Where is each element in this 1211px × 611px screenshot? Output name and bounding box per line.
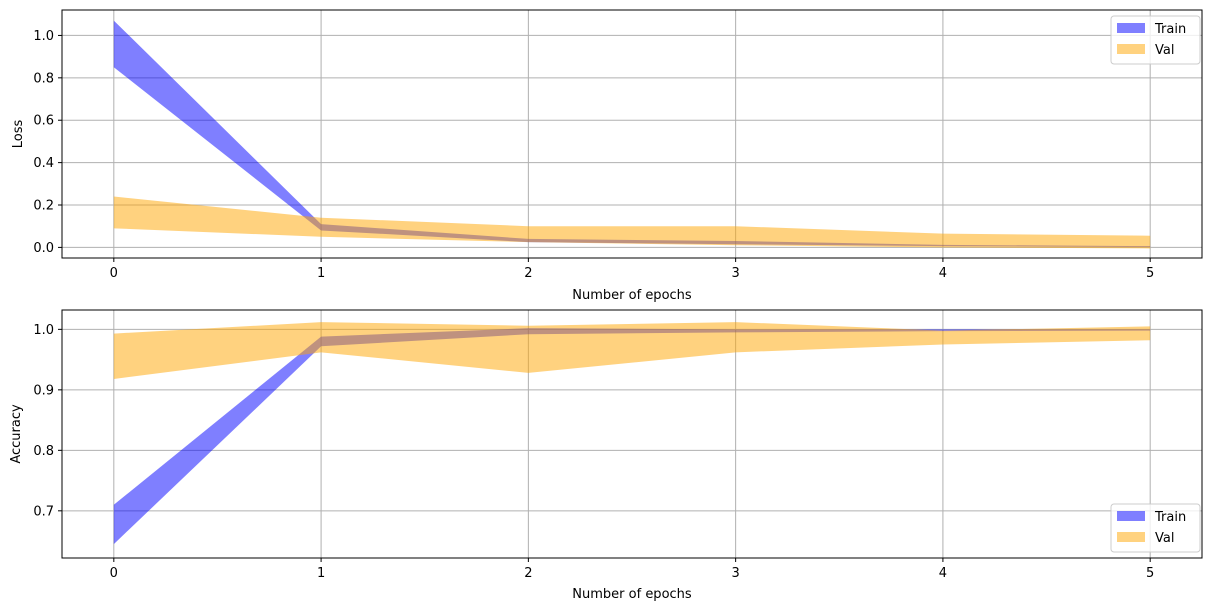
legend-swatch-train	[1117, 23, 1145, 33]
x-tick-label: 4	[939, 266, 947, 281]
legend: Train Val	[1110, 503, 1201, 553]
x-tick-label: 5	[1146, 566, 1154, 581]
y-tick-label: 0.9	[33, 383, 54, 398]
loss-chart: 0 1 2 3 4 5 0.0 0.2 0.4 0.6 0.8 1.0 Number of epochs…	[11, 9, 1203, 303]
x-tick-label: 0	[110, 566, 118, 581]
legend-label-train: Train	[1154, 22, 1186, 37]
x-tick-label: 4	[939, 566, 947, 581]
x-axis-label: Number of epochs	[572, 288, 692, 303]
plot-frame	[61, 309, 1203, 559]
y-tick-label: 1.0	[33, 323, 54, 338]
y-tick-label: 0.7	[33, 504, 54, 519]
x-axis-label: Number of epochs	[572, 587, 692, 602]
y-tick-label: 0.4	[33, 156, 54, 171]
band-val	[113, 196, 1151, 249]
y-axis-label: Loss	[11, 120, 26, 149]
accuracy-chart: 0 1 2 3 4 5 0.7 0.8 0.9 1.0 Number of epochs Accura…	[9, 309, 1203, 602]
y-tick-label: 1.0	[33, 29, 54, 44]
legend-swatch-val	[1117, 532, 1145, 542]
y-tick-label: 0.2	[33, 199, 54, 214]
y-tick-label: 0.6	[33, 114, 54, 129]
x-tick-label: 2	[524, 266, 532, 281]
y-tick-label: 0.0	[33, 241, 54, 256]
x-tick-label: 5	[1146, 266, 1154, 281]
y-tick-label: 0.8	[33, 444, 54, 459]
legend-swatch-val	[1117, 44, 1145, 54]
legend-swatch-train	[1117, 511, 1145, 521]
x-tick-label: 0	[110, 266, 118, 281]
legend: Train Val	[1110, 15, 1201, 65]
x-tick-label: 3	[731, 566, 739, 581]
x-tick-label: 3	[731, 266, 739, 281]
legend-label-train: Train	[1154, 510, 1186, 525]
band-val	[113, 322, 1151, 379]
legend-label-val: Val	[1155, 531, 1174, 546]
plot-frame	[61, 9, 1203, 259]
y-axis-label: Accuracy	[9, 404, 24, 464]
x-tick-label: 1	[317, 566, 325, 581]
legend-label-val: Val	[1155, 43, 1174, 58]
y-tick-label: 0.8	[33, 71, 54, 86]
x-tick-label: 1	[317, 266, 325, 281]
x-tick-label: 2	[524, 566, 532, 581]
